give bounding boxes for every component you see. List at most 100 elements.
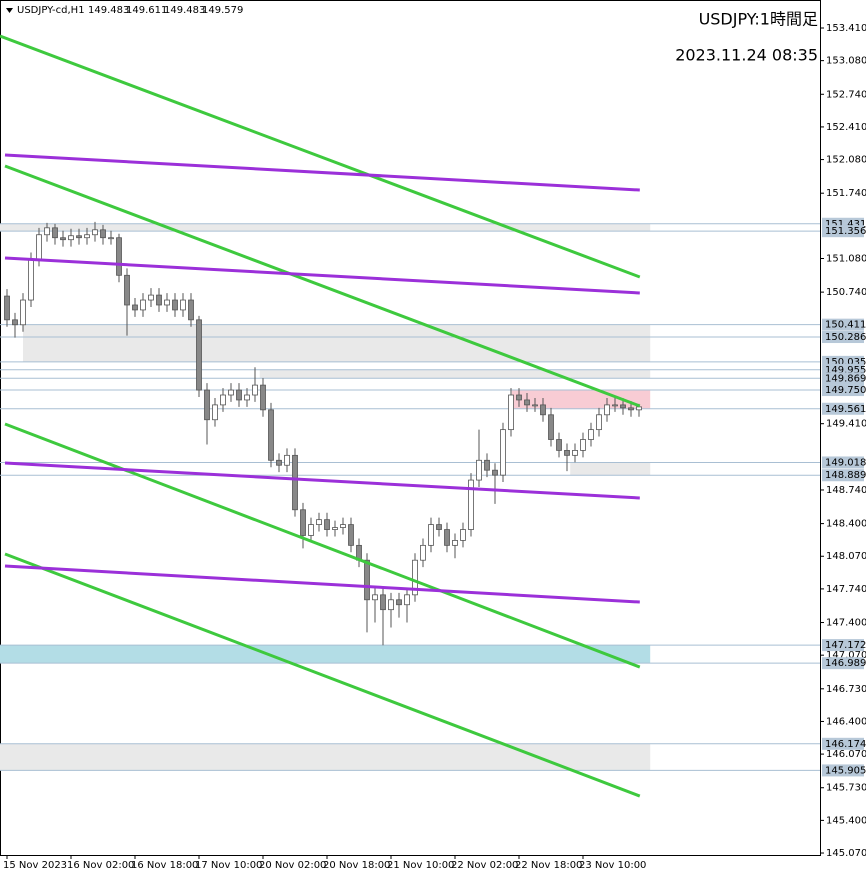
level-label: 147.172 [825, 640, 866, 651]
candle-body [172, 299, 178, 311]
candle-body [404, 594, 410, 606]
candle-body [140, 299, 146, 311]
candle-body [20, 299, 26, 326]
candle-body [44, 227, 50, 236]
candle-body [364, 559, 370, 601]
y-tick-label: 148.070 [826, 551, 866, 562]
level-label-bg [822, 456, 864, 469]
y-tick-label: 146.400 [826, 716, 866, 727]
level-label-bg [822, 372, 864, 385]
candle-body [324, 519, 330, 530]
candle-body [28, 259, 34, 301]
level-label: 151.431 [825, 219, 866, 230]
candle-body [236, 389, 242, 401]
level-label: 149.018 [825, 457, 866, 468]
candle-body [468, 479, 474, 530]
zone [0, 645, 651, 664]
y-tick-label: 146.730 [826, 684, 866, 695]
candle-body [612, 404, 618, 407]
candle-body [628, 407, 634, 411]
candle-body [108, 237, 114, 240]
zone [0, 743, 651, 771]
candle-body [12, 319, 18, 326]
y-tick-label: 146.070 [826, 749, 866, 760]
candle-body [428, 524, 434, 546]
level-label: 149.869 [825, 373, 866, 384]
candle-body [84, 234, 90, 239]
trend-line [4, 552, 641, 798]
y-tick-label: 147.400 [826, 618, 866, 629]
y-tick-label: 152.410 [826, 122, 866, 133]
candle-body [556, 439, 562, 451]
header-value: 149.483 [88, 5, 129, 16]
candle-body [156, 294, 162, 306]
candle-body [164, 299, 170, 306]
candle-body [212, 404, 218, 421]
plot-frame [0, 0, 821, 856]
candle-body [484, 459, 490, 471]
level-label: 146.174 [825, 739, 866, 750]
x-tick-label: 20 Nov 02:00 [259, 860, 326, 871]
candle-body [436, 524, 442, 530]
candle-body [4, 295, 10, 321]
candle-body [124, 274, 130, 306]
candle-body [452, 540, 458, 546]
trend-line [4, 461, 640, 500]
candle-body [412, 559, 418, 596]
zone [259, 369, 651, 379]
candle-body [548, 414, 554, 440]
y-tick-label: 147.070 [826, 650, 866, 661]
trend-line [4, 564, 640, 604]
candle-body [252, 384, 258, 396]
level-label-bg [822, 657, 864, 670]
candle-body [396, 599, 402, 606]
x-tick-label: 22 Nov 02:00 [451, 860, 518, 871]
y-tick-label: 153.080 [826, 56, 866, 67]
candle-body [228, 389, 234, 396]
y-tick-label: 150.740 [826, 287, 866, 298]
candle-body [76, 235, 82, 239]
candle-body [508, 394, 514, 431]
zone [511, 390, 651, 409]
x-tick-label: 22 Nov 18:00 [515, 860, 582, 871]
trend-line [4, 153, 640, 192]
zone [23, 324, 651, 362]
level-label-bg [822, 331, 864, 344]
x-tick-label: 20 Nov 18:00 [323, 860, 390, 871]
trend-line [0, 34, 641, 279]
candle-body [420, 544, 426, 561]
candle-body [180, 299, 186, 311]
y-tick-label: 152.740 [826, 89, 866, 100]
candle-body [588, 429, 594, 440]
candle-body [92, 229, 98, 236]
level-label-bg [822, 737, 864, 750]
zone [570, 462, 651, 476]
level-label: 145.905 [825, 765, 866, 776]
candle-body [540, 404, 546, 416]
candle-body [292, 454, 298, 511]
candle-body [620, 404, 626, 409]
x-tick-label: 15 Nov 2023 [3, 860, 67, 871]
level-label: 149.955 [825, 365, 866, 376]
y-tick-label: 151.080 [826, 253, 866, 264]
candle-body [36, 234, 42, 260]
candle-body [604, 404, 610, 416]
candle-body [244, 394, 250, 401]
candle-body [260, 384, 266, 411]
symbol-label: USDJPY-cd,H1 [17, 5, 85, 16]
candle-body [340, 524, 346, 528]
level-label: 151.356 [825, 226, 866, 237]
candle-body [116, 237, 122, 276]
candle-body [564, 450, 570, 456]
level-label-bg [822, 225, 864, 238]
candle-body [132, 304, 138, 311]
level-label-bg [822, 764, 864, 777]
level-label: 149.561 [825, 404, 866, 415]
candle-body [316, 519, 322, 525]
y-tick-label: 152.080 [826, 155, 866, 166]
level-label: 149.750 [825, 385, 866, 396]
candle-body [388, 599, 394, 611]
candle-body [220, 394, 226, 406]
menu-icon [6, 8, 13, 13]
